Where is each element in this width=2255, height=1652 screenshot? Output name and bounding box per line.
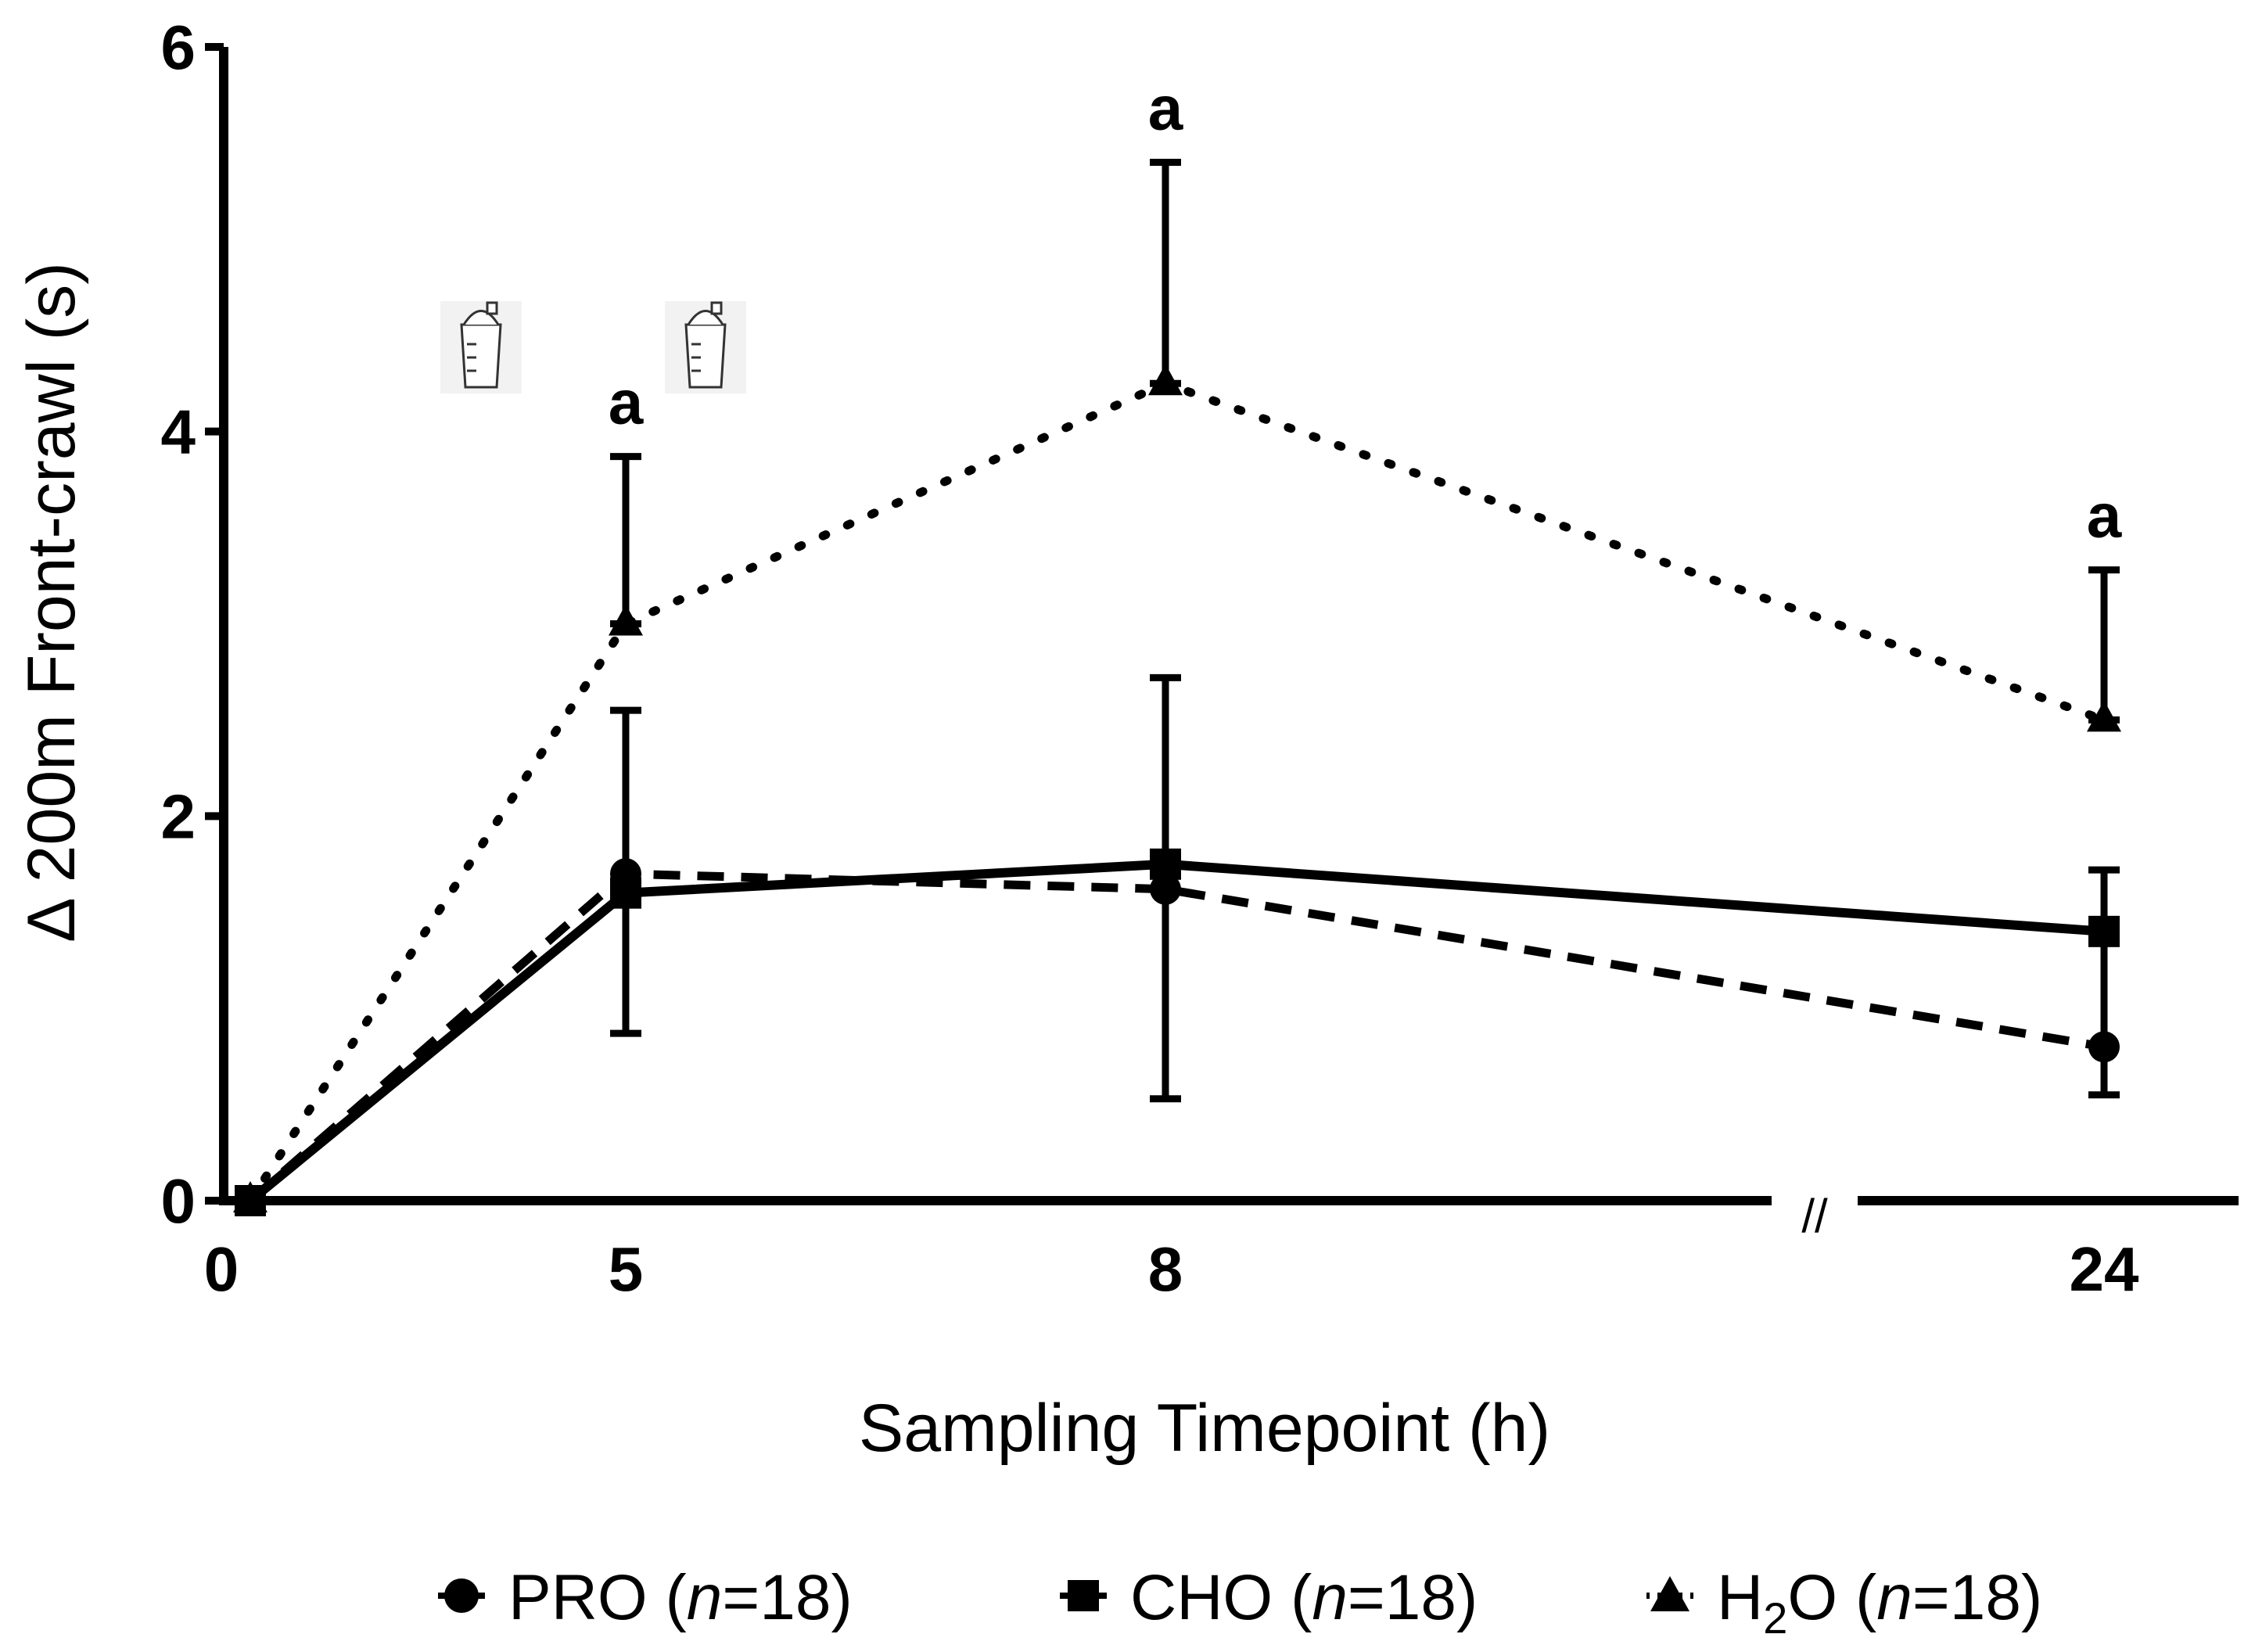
marker-cho: [2088, 915, 2120, 947]
legend-sub-h2o: 2: [1763, 1593, 1787, 1643]
shaker-cup-icon: [440, 301, 522, 393]
x-tick-label: 24: [2070, 1234, 2139, 1304]
legend-item-cho: CHO (n=18): [1060, 1562, 1478, 1633]
legend-label-h2o: H: [1717, 1562, 1763, 1633]
plot-area: a a a: [233, 74, 2122, 1216]
y-tick-label: 2: [161, 781, 196, 851]
y-tick-label: 6: [161, 13, 196, 82]
legend-n-h2o: n: [1876, 1562, 1912, 1633]
svg-text:CHO (n=18): CHO (n=18): [1130, 1562, 1478, 1633]
legend-tail-h2o: O (: [1787, 1562, 1876, 1633]
legend-n-cho: n: [1312, 1562, 1348, 1633]
series-line-cho: [247, 859, 2105, 1205]
significance-marker: a: [2087, 481, 2122, 551]
shaker-cup-icon: [665, 301, 746, 393]
legend-item-h2o: H2O (n=18): [1646, 1562, 2042, 1643]
legend-rest-h2o: =18): [1912, 1562, 2042, 1633]
marker-h2o: [609, 604, 643, 636]
marker-pro: [2088, 1031, 2120, 1063]
marker-cho: [1150, 848, 1181, 880]
series-line-h2o: [246, 379, 2109, 1205]
y-tick-label: 4: [161, 397, 196, 467]
legend-label-pro: PRO (: [508, 1562, 687, 1633]
legend-marker-square: [1068, 1580, 1099, 1611]
x-tick-label: 8: [1148, 1234, 1183, 1304]
marker-cho: [610, 877, 641, 909]
x-tick-label: 5: [609, 1234, 644, 1304]
legend-marker-triangle: [1650, 1576, 1689, 1611]
x-axis-title: Sampling Timepoint (h): [859, 1391, 1550, 1466]
marker-pro: [1150, 873, 1181, 905]
marker-h2o: [2087, 700, 2121, 732]
y-tick-label: 0: [161, 1166, 196, 1236]
significance-marker: a: [609, 368, 644, 437]
x-tick-label: 0: [204, 1234, 239, 1304]
legend-rest-cho: =18): [1348, 1562, 1478, 1633]
legend: PRO (n=18) CHO (n=18) H2O (n=18): [438, 1562, 2042, 1643]
y-ticks: 0 2 4 6: [161, 13, 224, 1236]
marker-h2o: [1148, 364, 1183, 396]
legend-label-cho: CHO (: [1130, 1562, 1312, 1633]
legend-n-pro: n: [687, 1562, 723, 1633]
x-ticks: 0 5 8 24: [204, 1234, 2139, 1304]
marker-h2o: [233, 1181, 268, 1212]
axis-break-mark: //: [1801, 1190, 1828, 1242]
legend-item-pro: PRO (n=18): [438, 1562, 853, 1633]
significance-marker: a: [1148, 74, 1183, 143]
svg-text:PRO (n=18): PRO (n=18): [508, 1562, 853, 1633]
legend-rest-pro: =18): [722, 1562, 852, 1633]
series-line-pro: [247, 869, 2105, 1205]
y-axis-title: Δ 200m Front-crawl (s): [14, 262, 89, 943]
svg-text:H2O (n=18): H2O (n=18): [1717, 1562, 2042, 1643]
